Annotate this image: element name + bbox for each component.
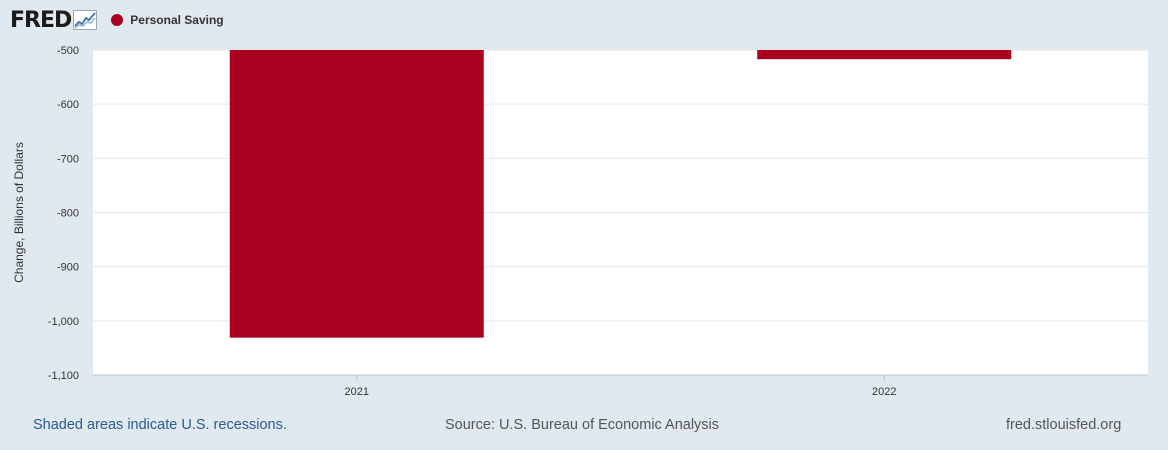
fred-logo[interactable]: FRED [10, 7, 98, 33]
x-tick-label: 2022 [872, 386, 896, 398]
legend: Personal Saving [111, 13, 224, 27]
y-tick-label: -1,100 [48, 370, 79, 382]
source-text: Source: U.S. Bureau of Economic Analysis [445, 417, 720, 433]
legend-swatch [111, 14, 124, 26]
y-tick-label: -500 [57, 45, 79, 57]
line-graph-icon [73, 10, 98, 30]
bar-chart: -500 -600 -700 -800 -900 -1,000 -1,100 2021 2022… [12, 45, 1148, 398]
y-tick-label: -900 [57, 262, 79, 274]
bar-2022[interactable] [757, 50, 1012, 60]
chart-header: FRED Personal Saving [10, 7, 224, 33]
site-link[interactable]: fred.stlouisfed.org [1006, 417, 1122, 433]
y-axis-title: Change, Billions of Dollars [12, 142, 26, 283]
y-tick-label: -700 [57, 153, 79, 165]
y-tick-label: -800 [57, 208, 79, 220]
legend-label: Personal Saving [130, 13, 224, 27]
x-tick-label: 2021 [345, 386, 369, 398]
y-tick-label: -1,000 [48, 316, 79, 328]
fred-logo-text: FRED [10, 7, 72, 33]
recessions-note-link[interactable]: Shaded areas indicate U.S. recessions. [33, 417, 287, 433]
y-tick-label: -600 [57, 99, 79, 111]
bar-2021[interactable] [229, 50, 484, 338]
